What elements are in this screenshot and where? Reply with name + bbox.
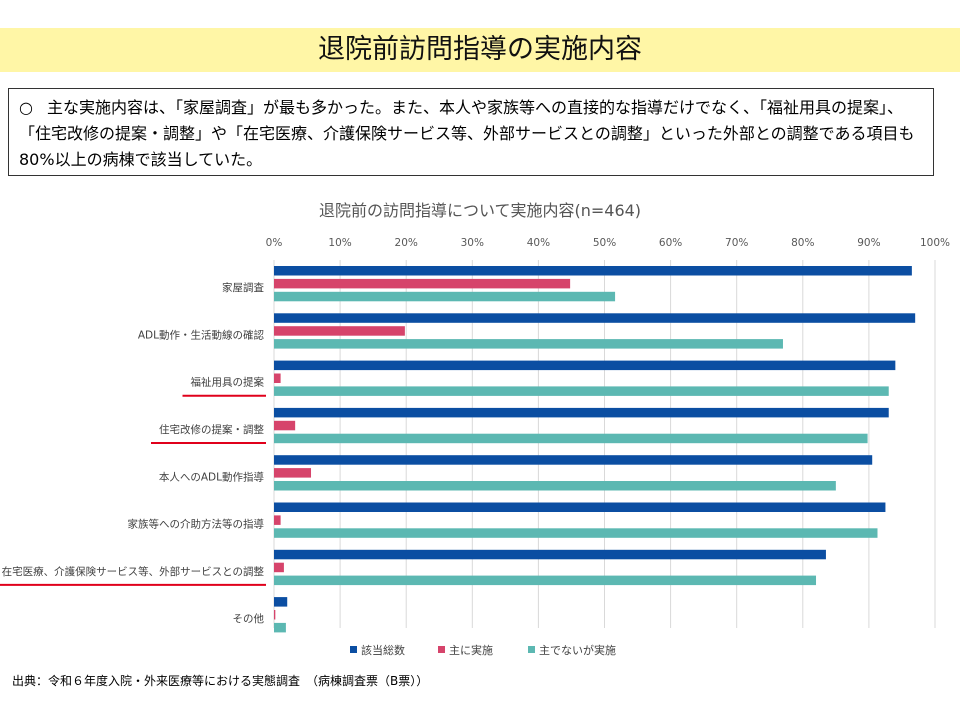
bar (274, 339, 783, 349)
category-label: 在宅医療、介護保険サービス等、外部サービスとの調整 (2, 565, 265, 578)
x-tick-label: 60% (659, 237, 682, 249)
bar (274, 575, 817, 586)
bar (274, 420, 296, 431)
bar (274, 549, 826, 560)
legend-swatch (438, 646, 445, 653)
x-tick-label: 80% (791, 237, 814, 249)
legend-label: 該当総数 (361, 643, 405, 657)
category-label: 本人へのADL動作指導 (159, 470, 265, 483)
category-label: 家屋調査 (222, 281, 264, 294)
category-label: 福祉用具の提案 (191, 376, 265, 389)
bar-chart: 退院前の訪問指導について実施内容(n=464) 0% 10% 20% 30% 40% 50%… (0, 201, 950, 657)
x-tick-label: 70% (725, 237, 748, 249)
x-tick-label: 100% (920, 237, 950, 249)
bar (274, 481, 836, 491)
bar (274, 433, 868, 444)
bar (274, 266, 912, 276)
bar (274, 622, 286, 633)
bar (274, 291, 616, 302)
legend-swatch (528, 646, 535, 653)
bar (274, 610, 276, 620)
bar (274, 373, 281, 383)
bar (274, 313, 916, 323)
x-tick-label: 30% (461, 237, 484, 249)
legend-label: 主に実施 (449, 643, 493, 657)
category-label: 住宅改修の提案・調整 (159, 423, 264, 436)
source-note: 出典：令和６年度入院・外来医療等における実態調査 （病棟調査票（B票）） (12, 674, 429, 688)
summary-bullet: ○ (19, 98, 33, 117)
bar (274, 515, 281, 525)
summary-box: ○ 主な実施内容は、「家屋調査」が最も多かった。また、本人や家族等への直接的な指導… (8, 88, 934, 176)
category-label: その他 (233, 612, 265, 625)
bar (274, 360, 896, 371)
legend-label: 主でないが実施 (539, 643, 616, 657)
bar (274, 278, 571, 289)
x-tick-label: 20% (395, 237, 418, 249)
bar (274, 326, 405, 336)
x-tick-label: 0% (266, 237, 283, 249)
summary-text: 主な実施内容は、「家屋調査」が最も多かった。また、本人や家族等への直接的な指導だ… (19, 98, 915, 169)
x-tick-label: 10% (328, 237, 351, 249)
category-label: 家族等への介助方法等の指導 (128, 518, 265, 531)
x-tick-label: 90% (857, 237, 880, 249)
bar (274, 562, 284, 573)
bar (274, 597, 288, 607)
category-label: ADL動作・生活動線の確認 (138, 328, 265, 341)
bar (274, 502, 886, 512)
title-band: 退院前訪問指導の実施内容 (0, 28, 960, 72)
legend-swatch (350, 646, 357, 653)
bar (274, 407, 889, 418)
bar (274, 386, 889, 396)
bar (274, 455, 873, 465)
x-tick-label: 50% (593, 237, 616, 249)
chart-title: 退院前の訪問指導について実施内容(n=464) (319, 201, 641, 220)
bar (274, 468, 312, 478)
page-title: 退院前訪問指導の実施内容 (318, 34, 642, 65)
bar (274, 528, 878, 538)
x-tick-label: 40% (527, 237, 550, 249)
